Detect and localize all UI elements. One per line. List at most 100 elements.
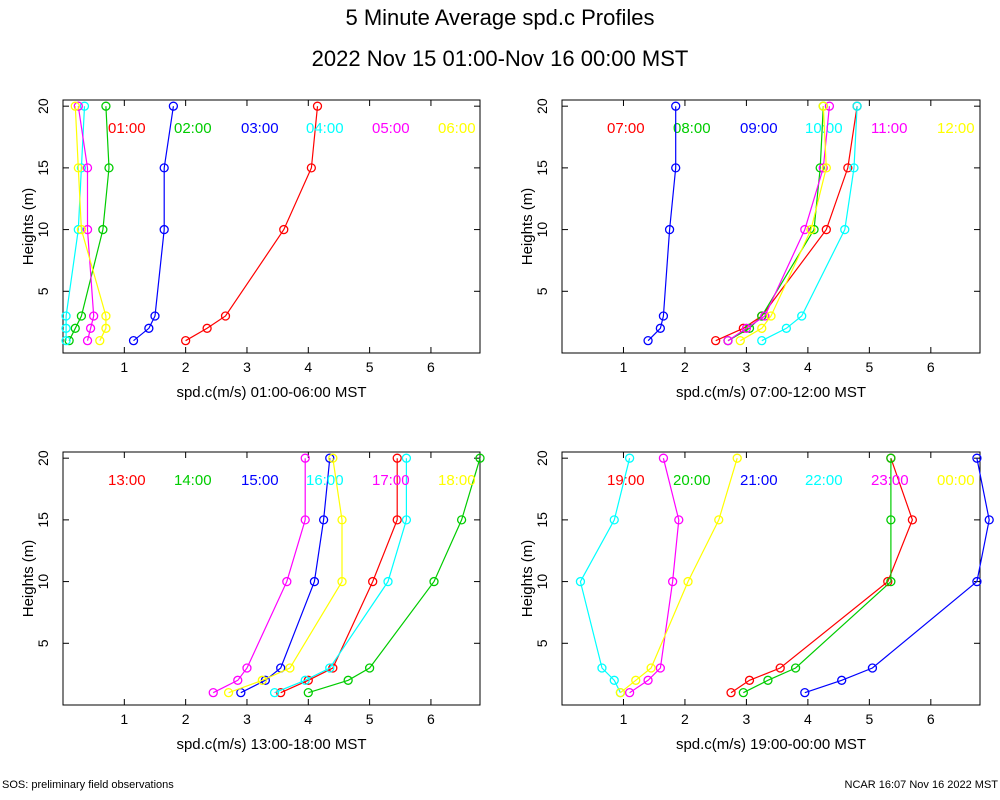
x-axis-label: spd.c(m/s) 07:00-12:00 MST: [676, 384, 866, 401]
data-point: [631, 675, 641, 685]
data-point: [70, 101, 80, 111]
data-point: [735, 336, 745, 346]
series-line: [620, 458, 738, 694]
series-1200: 12:00: [735, 101, 975, 346]
data-point: [741, 323, 752, 333]
plot-frame: [561, 99, 981, 354]
data-point: [655, 323, 666, 333]
series-2300: 23:00: [624, 453, 909, 698]
y-tick-label: 10: [35, 574, 51, 590]
data-point: [840, 224, 850, 235]
data-point: [89, 311, 99, 321]
x-tick-label: 1: [120, 711, 128, 727]
x-tick-label: 5: [865, 359, 873, 375]
data-point: [300, 453, 310, 463]
series-line: [647, 106, 677, 342]
data-point: [646, 663, 656, 673]
data-point: [325, 663, 335, 673]
data-point: [220, 311, 231, 321]
data-point: [61, 323, 71, 333]
data-point: [671, 101, 681, 111]
data-point: [144, 323, 154, 333]
data-point: [364, 663, 375, 673]
y-tick-label: 20: [35, 98, 51, 114]
data-point: [101, 323, 111, 333]
y-axis-label: Heights (m): [20, 540, 37, 618]
data-point: [269, 688, 280, 698]
figure-subtitle: 2022 Nov 15 01:00-Nov 16 00:00 MST: [312, 46, 689, 71]
chart-panel-3: 1 2 3 4 5 6 5 10 15 20 spd.c(m/s) 13:00-18:00 MST H…: [20, 450, 485, 753]
data-point: [674, 515, 684, 525]
data-point: [886, 453, 896, 463]
x-tick-label: 2: [182, 359, 190, 375]
data-point: [852, 101, 862, 111]
series-0200: 02:00: [64, 101, 212, 346]
x-tick-label: 4: [804, 359, 812, 375]
data-point: [886, 515, 896, 525]
data-point: [328, 453, 338, 463]
series-line: [740, 106, 827, 342]
x-tick-label: 6: [427, 359, 435, 375]
data-point: [401, 515, 412, 525]
data-point: [208, 688, 218, 698]
data-point: [312, 101, 323, 111]
data-point: [79, 101, 90, 111]
series-2000: 20:00: [673, 453, 896, 698]
data-point: [711, 336, 721, 346]
data-point: [658, 453, 669, 463]
x-tick-label: 6: [427, 711, 435, 727]
series-line: [743, 458, 892, 694]
legend-entry: 13:00: [108, 472, 146, 489]
series-1700: 17:00: [208, 453, 410, 698]
data-point: [392, 453, 402, 463]
data-point: [343, 675, 353, 685]
data-point: [843, 163, 853, 173]
x-tick-label: 3: [743, 359, 751, 375]
legend-entry: 01:00: [108, 120, 146, 137]
data-point: [609, 675, 619, 685]
data-point: [233, 675, 243, 685]
y-tick-label: 5: [35, 639, 51, 647]
x-tick-label: 6: [927, 359, 935, 375]
series-2200: 22:00: [575, 453, 843, 698]
series-line: [274, 458, 407, 694]
series-line: [629, 458, 680, 694]
data-point: [766, 311, 776, 321]
y-axis-label: Heights (m): [20, 188, 37, 266]
data-point: [683, 576, 693, 587]
legend-entry: 10:00: [805, 120, 843, 137]
data-point: [456, 515, 467, 525]
data-point: [82, 163, 93, 173]
data-point: [886, 576, 896, 587]
x-tick-label: 1: [620, 711, 628, 727]
data-point: [242, 663, 252, 673]
x-tick-label: 5: [865, 711, 873, 727]
plot-frame: [62, 451, 481, 706]
x-tick-label: 3: [243, 359, 251, 375]
data-point: [73, 101, 83, 111]
data-point: [818, 163, 828, 173]
data-point: [223, 688, 234, 698]
chart-panel-1: 1 2 3 4 5 6 5 10 15 20 spd.c(m/s) 01:00-06:00 MST H…: [20, 98, 481, 401]
y-tick-label: 20: [534, 98, 550, 114]
data-point: [655, 663, 666, 673]
footer-right-stamp: NCAR 16:07 Nov 16 2022 MST: [845, 779, 999, 791]
series-line: [280, 458, 398, 694]
x-axis-label: spd.c(m/s) 01:00-06:00 MST: [176, 384, 366, 401]
data-point: [732, 453, 742, 463]
x-tick-label: 2: [182, 711, 190, 727]
data-point: [984, 515, 994, 525]
data-point: [790, 663, 801, 673]
x-tick-label: 1: [620, 359, 628, 375]
legend-entry: 21:00: [740, 472, 778, 489]
series-0100: 01:00: [108, 101, 323, 346]
legend-entry: 06:00: [438, 120, 476, 137]
series-0300: 03:00: [128, 101, 279, 346]
y-tick-label: 20: [35, 450, 51, 466]
legend-entry: 16:00: [306, 472, 344, 489]
series-line: [228, 458, 343, 694]
data-point: [276, 688, 286, 698]
data-point: [867, 663, 878, 673]
chart-panel-4: 1 2 3 4 5 6 5 10 15 20 spd.c(m/s) 19:00-00:00 MST H…: [519, 450, 994, 753]
series-1000: 10:00: [757, 101, 862, 346]
